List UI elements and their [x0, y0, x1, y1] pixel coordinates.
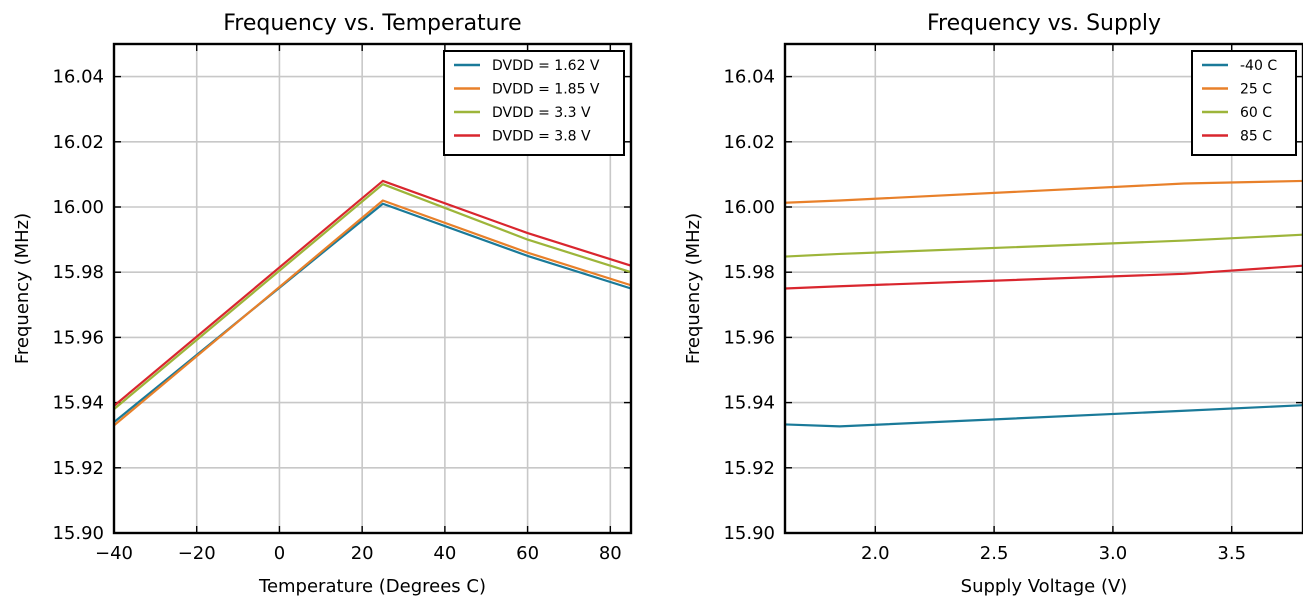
series-line — [785, 179, 1303, 204]
y-tick-label: 15.96 — [723, 327, 775, 348]
y-tick-label: 15.96 — [52, 327, 104, 348]
x-tick-label: 60 — [516, 543, 539, 564]
series-line — [785, 233, 1303, 258]
y-tick-label: 16.02 — [52, 132, 104, 153]
legend-box — [1191, 50, 1297, 156]
legend-box — [443, 50, 625, 156]
plot-frame — [783, 42, 1303, 535]
y-tick-label: 15.98 — [52, 262, 104, 283]
y-tick-label: 15.92 — [52, 458, 104, 479]
legend-label: 85 C — [1240, 129, 1272, 145]
y-tick-label: 16.02 — [723, 132, 775, 153]
series-line — [785, 264, 1303, 290]
x-tick-label: 0 — [274, 543, 285, 564]
legend-label: DVDD = 3.8 V — [492, 129, 591, 145]
legend-label: DVDD = 1.62 V — [492, 58, 600, 74]
y-tick-label: 15.90 — [723, 523, 775, 544]
series-line — [114, 179, 631, 407]
series-line — [114, 199, 631, 427]
x-tick-label: 3.5 — [1217, 543, 1246, 564]
x-tick-label: 2.0 — [861, 543, 890, 564]
x-axis-label: Supply Voltage (V) — [961, 576, 1128, 597]
legend-label: 25 C — [1240, 82, 1272, 98]
series-line — [114, 202, 631, 424]
y-tick-label: 15.92 — [723, 458, 775, 479]
chart-title: Frequency vs. Temperature — [223, 11, 521, 36]
x-tick-label: 2.5 — [980, 543, 1009, 564]
x-tick-label: −20 — [178, 543, 216, 564]
legend: DVDD = 1.62 V DVDD = 1.85 V DVDD = 3.3 V DV… — [443, 50, 625, 156]
chart-title: Frequency vs. Supply — [927, 11, 1161, 36]
x-tick-label: 20 — [351, 543, 374, 564]
legend-label: DVDD = 1.85 V — [492, 82, 600, 98]
chart-temperature: −40 −20 0 20 40 60 80 15.90 15.92 15.94 15.96 15.98… — [12, 11, 633, 597]
x-tick-label: 40 — [433, 543, 456, 564]
y-tick-label: 15.94 — [723, 393, 775, 414]
x-tick-label: −40 — [95, 543, 133, 564]
series-line — [114, 183, 631, 410]
chart-supply: 2.0 2.5 3.0 3.5 15.90 15.92 15.94 15.96 15.98 16.… — [683, 11, 1303, 597]
x-axis-label: Temperature (Degrees C) — [258, 576, 486, 597]
series-group — [114, 179, 631, 427]
y-tick-label: 16.00 — [52, 197, 104, 218]
legend-label: 60 C — [1240, 105, 1272, 121]
y-tick-label: 16.00 — [723, 197, 775, 218]
x-tick-label: 80 — [599, 543, 622, 564]
y-axis-label: Frequency (MHz) — [12, 213, 33, 364]
plot-frame — [112, 42, 633, 535]
y-tick-label: 16.04 — [723, 67, 775, 88]
legend-label: -40 C — [1240, 58, 1277, 74]
y-tick-label: 15.98 — [723, 262, 775, 283]
series-line — [785, 404, 1303, 428]
series-group — [785, 179, 1303, 428]
legend: -40 C 25 C 60 C 85 C — [1191, 50, 1297, 156]
y-axis-label: Frequency (MHz) — [683, 213, 704, 364]
y-tick-label: 15.90 — [52, 523, 104, 544]
legend-label: DVDD = 3.3 V — [492, 105, 591, 121]
y-tick-label: 16.04 — [52, 67, 104, 88]
x-tick-label: 3.0 — [1099, 543, 1128, 564]
y-tick-label: 15.94 — [52, 393, 104, 414]
